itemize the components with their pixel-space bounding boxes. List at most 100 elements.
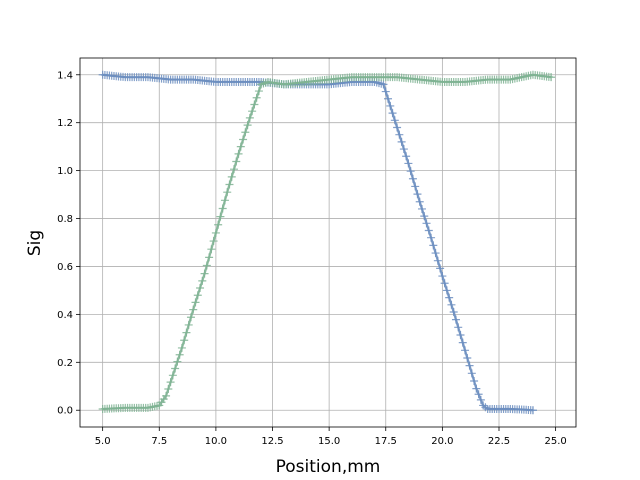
plus-marker xyxy=(451,315,460,324)
plus-marker xyxy=(528,406,537,415)
plus-marker xyxy=(225,180,234,189)
plus-marker xyxy=(422,219,431,228)
plus-marker xyxy=(388,109,397,118)
plus-marker xyxy=(463,353,472,362)
plus-marker xyxy=(177,343,186,352)
plus-marker xyxy=(476,395,485,404)
y-tick-label: 1.0 xyxy=(57,166,73,177)
plus-marker xyxy=(474,390,483,399)
plus-marker xyxy=(252,93,261,102)
plus-marker xyxy=(417,204,426,213)
plus-marker xyxy=(232,157,241,166)
series-line xyxy=(102,73,552,411)
plus-marker xyxy=(211,228,220,237)
plus-marker xyxy=(461,346,470,355)
plus-marker xyxy=(164,385,173,394)
plus-marker xyxy=(207,245,216,254)
plus-marker xyxy=(442,286,451,295)
plus-marker xyxy=(381,87,390,96)
plus-marker xyxy=(402,152,411,161)
plus-marker xyxy=(243,121,252,130)
plus-marker xyxy=(227,172,236,181)
plus-marker xyxy=(427,233,436,242)
plus-marker xyxy=(250,100,259,109)
x-tick-label: 25.0 xyxy=(544,436,566,447)
plus-marker xyxy=(395,130,404,139)
plus-marker xyxy=(205,253,214,262)
plus-marker xyxy=(393,123,402,132)
plus-marker xyxy=(191,298,200,307)
plus-marker xyxy=(230,165,239,174)
plus-marker xyxy=(436,264,445,273)
plus-marker xyxy=(189,305,198,314)
plus-marker xyxy=(465,361,474,370)
plus-marker xyxy=(162,391,171,400)
plus-marker xyxy=(223,188,232,197)
plus-marker xyxy=(166,378,175,387)
plus-marker xyxy=(180,336,189,345)
y-tick-label: 1.4 xyxy=(57,70,73,81)
plus-marker xyxy=(424,226,433,235)
plus-marker xyxy=(429,241,438,250)
plus-marker xyxy=(193,291,202,300)
x-tick-label: 10.0 xyxy=(205,436,227,447)
plus-marker xyxy=(470,376,479,385)
plus-marker xyxy=(438,272,447,281)
plus-marker xyxy=(399,145,408,154)
plus-marker xyxy=(200,269,209,278)
x-tick-label: 7.5 xyxy=(151,436,167,447)
x-tick-label: 15.0 xyxy=(318,436,340,447)
plus-marker xyxy=(445,293,454,302)
plus-marker xyxy=(447,300,456,309)
plus-marker xyxy=(218,204,227,213)
plot-frame xyxy=(79,57,577,428)
plus-marker xyxy=(198,276,207,285)
plus-marker xyxy=(239,135,248,144)
plus-marker xyxy=(408,174,417,183)
y-tick-label: 0.4 xyxy=(57,310,73,321)
plus-marker xyxy=(406,167,415,176)
plus-marker xyxy=(214,220,223,229)
plus-marker xyxy=(175,350,184,359)
plus-marker xyxy=(182,328,191,337)
plus-marker xyxy=(186,313,195,322)
plus-marker xyxy=(254,87,263,96)
plus-marker xyxy=(547,73,556,82)
plus-marker xyxy=(467,369,476,378)
plus-marker xyxy=(415,197,424,206)
plus-marker xyxy=(236,142,245,151)
plus-marker xyxy=(379,80,388,89)
plus-marker xyxy=(458,338,467,347)
series-layer xyxy=(98,70,556,415)
plus-marker xyxy=(472,384,481,393)
x-tick-label: 22.5 xyxy=(488,436,510,447)
plus-marker xyxy=(196,284,205,293)
plus-marker xyxy=(433,256,442,265)
plus-marker xyxy=(184,320,193,329)
plus-marker xyxy=(431,249,440,258)
plus-marker xyxy=(216,212,225,221)
series-line xyxy=(102,73,534,412)
plus-marker xyxy=(449,307,458,316)
y-tick-label: 0.2 xyxy=(57,358,73,369)
plus-marker xyxy=(209,237,218,246)
plus-marker xyxy=(390,116,399,125)
plus-marker xyxy=(440,279,449,288)
y-tick-label: 0.6 xyxy=(57,262,73,273)
plus-marker xyxy=(456,330,465,339)
plus-marker xyxy=(397,137,406,146)
plus-marker xyxy=(234,149,243,158)
plus-marker xyxy=(202,261,211,270)
plus-marker xyxy=(384,94,393,103)
x-axis-label: Position,mm xyxy=(276,457,381,477)
plus-marker xyxy=(413,190,422,199)
x-tick-label: 17.5 xyxy=(375,436,397,447)
tick-layer: 5.0 7.5 10.0 12.5 15.0 17.5 20.0 22.5 25.0 0.0 0.2… xyxy=(57,70,567,447)
y-tick-label: 0.8 xyxy=(57,214,73,225)
plus-marker xyxy=(386,101,395,110)
plus-marker xyxy=(245,113,254,122)
x-tick-label: 5.0 xyxy=(95,436,111,447)
plus-marker xyxy=(168,371,177,380)
x-tick-label: 20.0 xyxy=(431,436,453,447)
